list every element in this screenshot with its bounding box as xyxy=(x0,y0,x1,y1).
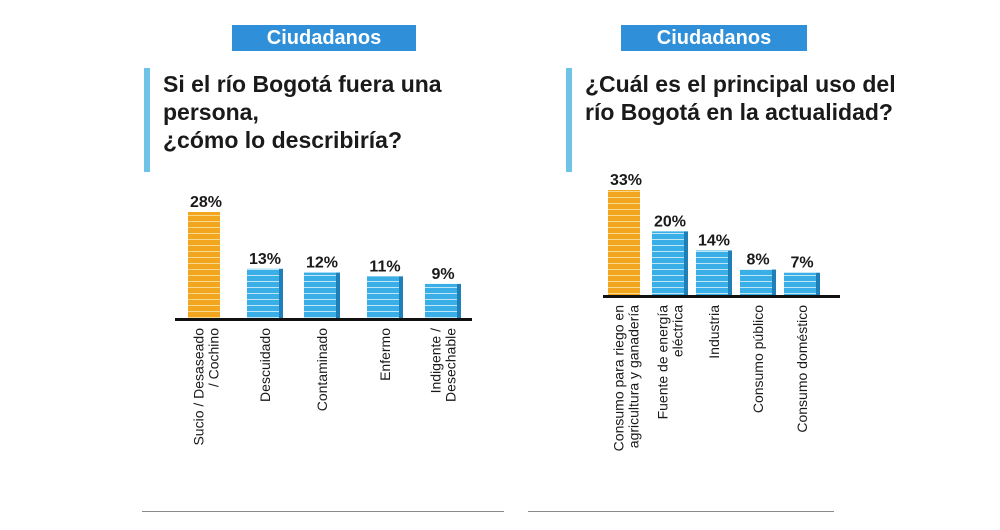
data-label: 7% xyxy=(790,255,813,272)
bar-side xyxy=(279,268,283,318)
accent-bar xyxy=(144,68,150,172)
bar-side xyxy=(336,272,340,318)
bar xyxy=(304,272,336,318)
category-label: Contaminado xyxy=(314,328,330,411)
bar xyxy=(247,268,279,318)
category-label: Enfermo xyxy=(377,328,393,381)
category-label: Consumo doméstico xyxy=(794,305,810,433)
bar xyxy=(608,190,640,295)
divider-line xyxy=(528,511,834,512)
bar xyxy=(652,231,684,295)
bar xyxy=(425,283,457,318)
chart-description: 28% Sucio / Desaseado/ Cochino 13% Descuida… xyxy=(175,194,472,446)
category-label: Consumo público xyxy=(750,305,766,413)
data-label: 20% xyxy=(654,213,686,230)
category-label: Descuidado xyxy=(257,328,273,402)
chart-usage: 33% Consumo para riego enagricultura y ga… xyxy=(603,172,840,451)
divider-line xyxy=(142,511,504,512)
bar xyxy=(784,272,816,295)
data-label: 12% xyxy=(306,255,338,272)
question-title: Si el río Bogotá fuera una persona, ¿cóm… xyxy=(163,71,442,153)
badge-ciudadanos: Ciudadanos xyxy=(232,25,416,51)
data-label: 11% xyxy=(369,258,400,275)
category-label: Indigente /Desechable xyxy=(428,328,459,402)
left-panel: Ciudadanos Si el río Bogotá fuera una pe… xyxy=(144,25,442,172)
question-title: ¿Cuál es el principal uso del río Bogotá… xyxy=(585,71,896,125)
bar xyxy=(696,250,728,295)
category-label: Consumo para riego enagricultura y ganad… xyxy=(611,305,642,452)
bar-side xyxy=(399,276,403,318)
accent-bar xyxy=(566,68,572,172)
data-label: 9% xyxy=(431,266,454,283)
bar-side xyxy=(684,231,688,295)
bar-side xyxy=(728,250,732,295)
data-label: 33% xyxy=(610,172,642,189)
data-label: 13% xyxy=(249,251,281,268)
bar xyxy=(740,269,772,295)
data-label: 14% xyxy=(698,232,730,249)
category-label: Sucio / Desaseado/ Cochino xyxy=(191,328,222,446)
bar-side xyxy=(457,283,461,318)
bar xyxy=(367,276,399,318)
badge-ciudadanos: Ciudadanos xyxy=(621,25,807,51)
bar xyxy=(188,212,220,318)
category-label: Fuente de energíaeléctrica xyxy=(655,305,686,420)
category-label: Industria xyxy=(706,305,722,359)
data-label: 8% xyxy=(746,252,769,269)
bar-side xyxy=(772,269,776,295)
data-label: 28% xyxy=(190,194,222,211)
bar-side xyxy=(816,272,820,295)
right-panel: Ciudadanos ¿Cuál es el principal uso del… xyxy=(500,0,1000,530)
